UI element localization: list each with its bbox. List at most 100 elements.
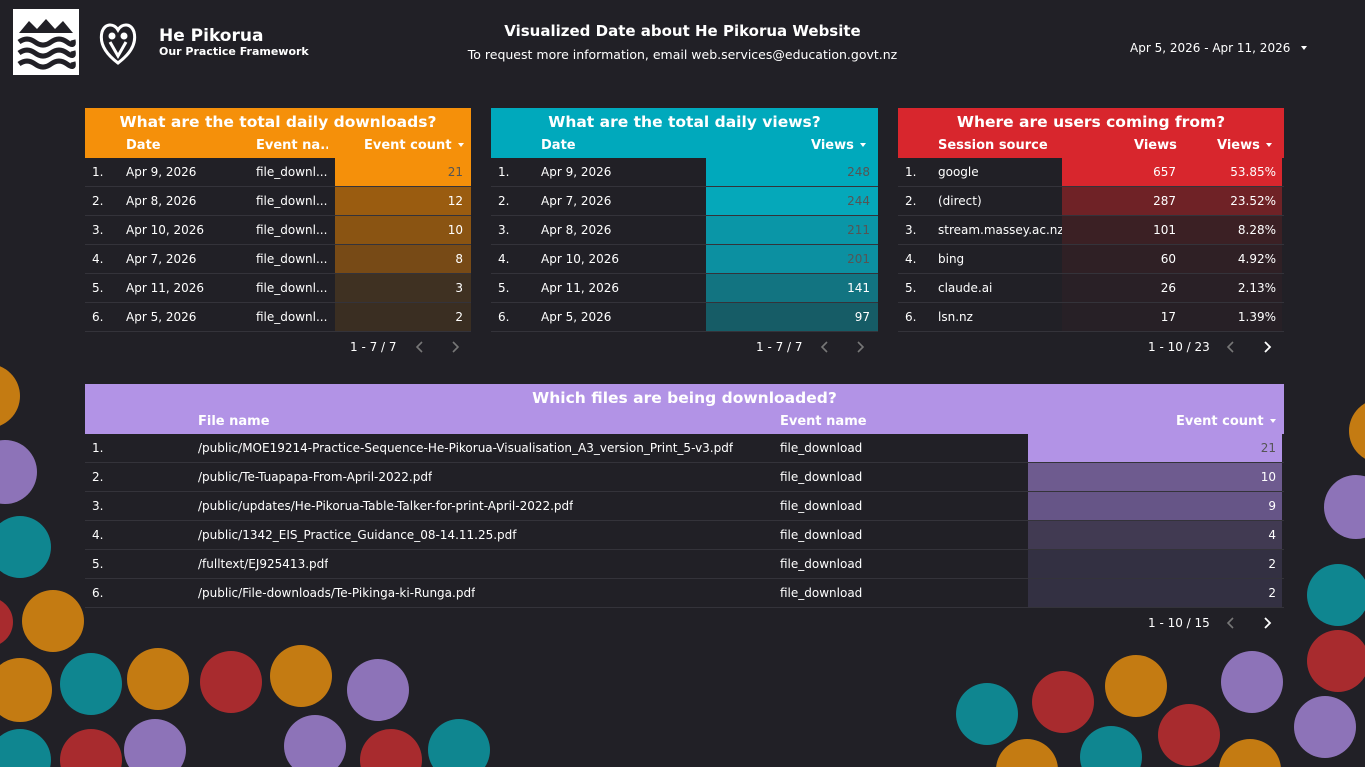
row-event: file_downl... (256, 252, 328, 266)
row-date: Apr 9, 2026 (126, 165, 197, 179)
row-index: 3. (905, 223, 917, 237)
sources-header: Where are users coming from? Session sou… (898, 108, 1284, 158)
sort-desc-icon (1265, 142, 1272, 147)
table-row[interactable]: 4. /public/1342_EIS_Practice_Guidance_08… (85, 521, 1284, 550)
table-row[interactable]: 1. /public/MOE19214-Practice-Sequence-He… (85, 434, 1284, 463)
row-percent: 8.28% (1237, 223, 1276, 237)
table-row[interactable]: 6. Apr 5, 2026 97 (491, 303, 878, 332)
row-event: file_download (780, 499, 863, 513)
views-rows: 1. Apr 9, 2026 248 2. Apr 7, 2026 244 3.… (491, 158, 878, 332)
chevron-down-icon (1301, 46, 1307, 50)
value-bar (1062, 216, 1282, 244)
chevron-right-icon[interactable] (854, 341, 866, 353)
table-row[interactable]: 4. bing 60 4.92% (898, 245, 1284, 274)
row-index: 2. (92, 194, 104, 208)
files-header: Which files are being downloaded? File n… (85, 384, 1284, 434)
row-index: 3. (498, 223, 510, 237)
row-count: 2 (1268, 557, 1276, 571)
chevron-right-icon[interactable] (449, 341, 461, 353)
table-row[interactable]: 5. Apr 11, 2026 file_downl... 3 (85, 274, 471, 303)
table-row[interactable]: 6. Apr 5, 2026 file_downl... 2 (85, 303, 471, 332)
value-bar (706, 158, 878, 186)
chevron-left-icon[interactable] (1225, 617, 1237, 629)
table-row[interactable]: 5. Apr 11, 2026 141 (491, 274, 878, 303)
row-views: 26 (1160, 281, 1176, 295)
table-row[interactable]: 6. /public/File-downloads/Te-Pikinga-ki-… (85, 579, 1284, 608)
row-index: 6. (92, 586, 104, 600)
date-range-picker[interactable]: Apr 5, 2026 - Apr 11, 2026 (1120, 40, 1315, 58)
col-event-count-label: Event count (364, 138, 452, 153)
chevron-left-icon[interactable] (414, 341, 426, 353)
value-bar (1028, 434, 1282, 462)
table-row[interactable]: 2. (direct) 287 23.52% (898, 187, 1284, 216)
col-file-name[interactable]: File name (198, 414, 270, 429)
sources-pager: 1 - 10 / 23 (1128, 337, 1284, 357)
row-index: 2. (905, 194, 917, 208)
table-row[interactable]: 3. stream.massey.ac.nz 101 8.28% (898, 216, 1284, 245)
sources-panel: Where are users coming from? Session sou… (898, 108, 1284, 354)
col-views-percent[interactable]: Views (1217, 138, 1272, 153)
sources-rows: 1. google 657 53.85% 2. (direct) 287 23.… (898, 158, 1284, 332)
value-bar (1028, 579, 1282, 607)
table-row[interactable]: 2. Apr 8, 2026 file_downl... 12 (85, 187, 471, 216)
page-subtitle: To request more information, email web.s… (467, 47, 898, 62)
table-row[interactable]: 2. /public/Te-Tuapapa-From-April-2022.pd… (85, 463, 1284, 492)
chevron-left-icon[interactable] (819, 341, 831, 353)
table-row[interactable]: 1. Apr 9, 2026 file_downl... 21 (85, 158, 471, 187)
row-event: file_download (780, 557, 863, 571)
table-row[interactable]: 4. Apr 7, 2026 file_downl... 8 (85, 245, 471, 274)
row-views: 101 (1153, 223, 1176, 237)
row-count: 10 (1260, 470, 1276, 484)
col-event-name[interactable]: Event name (780, 414, 867, 429)
row-date: Apr 10, 2026 (541, 252, 620, 266)
col-date[interactable]: Date (126, 138, 161, 153)
value-bar (1028, 492, 1282, 520)
row-date: Apr 7, 2026 (541, 194, 612, 208)
row-date: Apr 5, 2026 (541, 310, 612, 324)
col-event-count[interactable]: Event count (364, 138, 464, 153)
chevron-right-icon[interactable] (1261, 341, 1273, 353)
col-event-count-label: Event count (1176, 414, 1264, 429)
row-percent: 2.13% (1237, 281, 1276, 295)
col-event-name[interactable]: Event na... (256, 138, 328, 153)
value-bar (1062, 187, 1282, 215)
pager-label: 1 - 7 / 7 (756, 340, 803, 354)
date-range-label: Apr 5, 2026 - Apr 11, 2026 (1130, 41, 1291, 55)
row-count: 4 (1268, 528, 1276, 542)
row-count: 2 (455, 310, 463, 324)
table-row[interactable]: 5. /fulltext/EJ925413.pdf file_download … (85, 550, 1284, 579)
col-views[interactable]: Views (811, 138, 866, 153)
table-row[interactable]: 2. Apr 7, 2026 244 (491, 187, 878, 216)
row-count: 3 (455, 281, 463, 295)
col-session-source[interactable]: Session source (938, 138, 1048, 153)
brand-subtitle: Our Practice Framework (159, 45, 309, 58)
table-row[interactable]: 3. Apr 10, 2026 file_downl... 10 (85, 216, 471, 245)
row-views: 657 (1153, 165, 1176, 179)
row-source: lsn.nz (938, 310, 973, 324)
table-row[interactable]: 3. /public/updates/He-Pikorua-Table-Talk… (85, 492, 1284, 521)
files-pager: 1 - 10 / 15 (1128, 613, 1284, 633)
chevron-left-icon[interactable] (1225, 341, 1237, 353)
value-bar (335, 187, 471, 215)
table-row[interactable]: 3. Apr 8, 2026 211 (491, 216, 878, 245)
table-row[interactable]: 4. Apr 10, 2026 201 (491, 245, 878, 274)
chevron-right-icon[interactable] (1261, 617, 1273, 629)
value-bar (335, 274, 471, 302)
row-date: Apr 8, 2026 (541, 223, 612, 237)
col-views[interactable]: Views (1134, 138, 1177, 153)
value-bar (1062, 303, 1282, 331)
row-index: 5. (905, 281, 917, 295)
views-pager: 1 - 7 / 7 (721, 337, 878, 357)
table-row[interactable]: 1. google 657 53.85% (898, 158, 1284, 187)
table-row[interactable]: 1. Apr 9, 2026 248 (491, 158, 878, 187)
table-row[interactable]: 5. claude.ai 26 2.13% (898, 274, 1284, 303)
row-count: 10 (447, 223, 463, 237)
row-index: 1. (905, 165, 917, 179)
col-date[interactable]: Date (541, 138, 576, 153)
col-event-count[interactable]: Event count (1176, 414, 1276, 429)
table-row[interactable]: 6. lsn.nz 17 1.39% (898, 303, 1284, 332)
value-bar (335, 216, 471, 244)
row-views: 201 (847, 252, 870, 266)
col-views-percent-label: Views (1217, 138, 1260, 153)
value-bar (1062, 245, 1282, 273)
